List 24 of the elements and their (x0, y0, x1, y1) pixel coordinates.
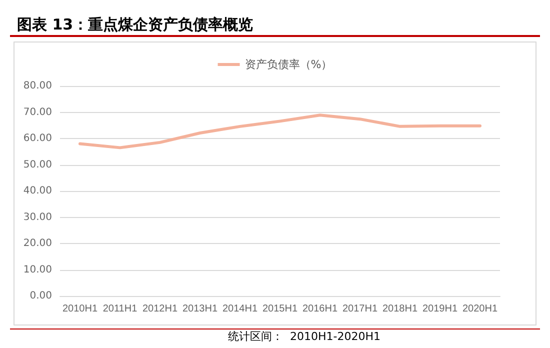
legend-label: 资产负债率（%） (244, 58, 332, 71)
x-tick-label: 2015H1 (262, 304, 298, 314)
x-tick-label: 2018H1 (382, 304, 418, 314)
x-tick-label: 2017H1 (342, 304, 378, 314)
x-tick-label: 2012H1 (142, 304, 178, 314)
y-tick-label: 20.00 (23, 238, 52, 249)
chart-title: 图表 13：重点煤企资产负债率概览 (17, 16, 254, 34)
x-tick-label: 2011H1 (102, 304, 138, 314)
y-tick-label: 0.00 (30, 290, 52, 302)
y-tick-label: 10.00 (23, 264, 52, 276)
x-tick-label: 2020H1 (462, 304, 498, 314)
x-tick-label: 2010H1 (62, 304, 98, 314)
x-tick-label: 2014H1 (222, 304, 258, 314)
text: 统计区间： 2010H1-2020H1 (228, 330, 380, 343)
y-tick-label: 60.00 (23, 133, 52, 144)
line-series (78, 114, 482, 150)
x-tick-label: 2016H1 (302, 304, 338, 314)
x-tick-label: 2013H1 (182, 304, 218, 314)
y-tick-label: 80.00 (23, 80, 52, 92)
y-tick-label: 30.00 (23, 212, 52, 223)
y-tick-label: 40.00 (23, 186, 52, 196)
x-tick-label: 2019H1 (422, 304, 458, 314)
y-tick-label: 70.00 (23, 106, 52, 118)
y-tick-label: 50.00 (23, 159, 52, 170)
